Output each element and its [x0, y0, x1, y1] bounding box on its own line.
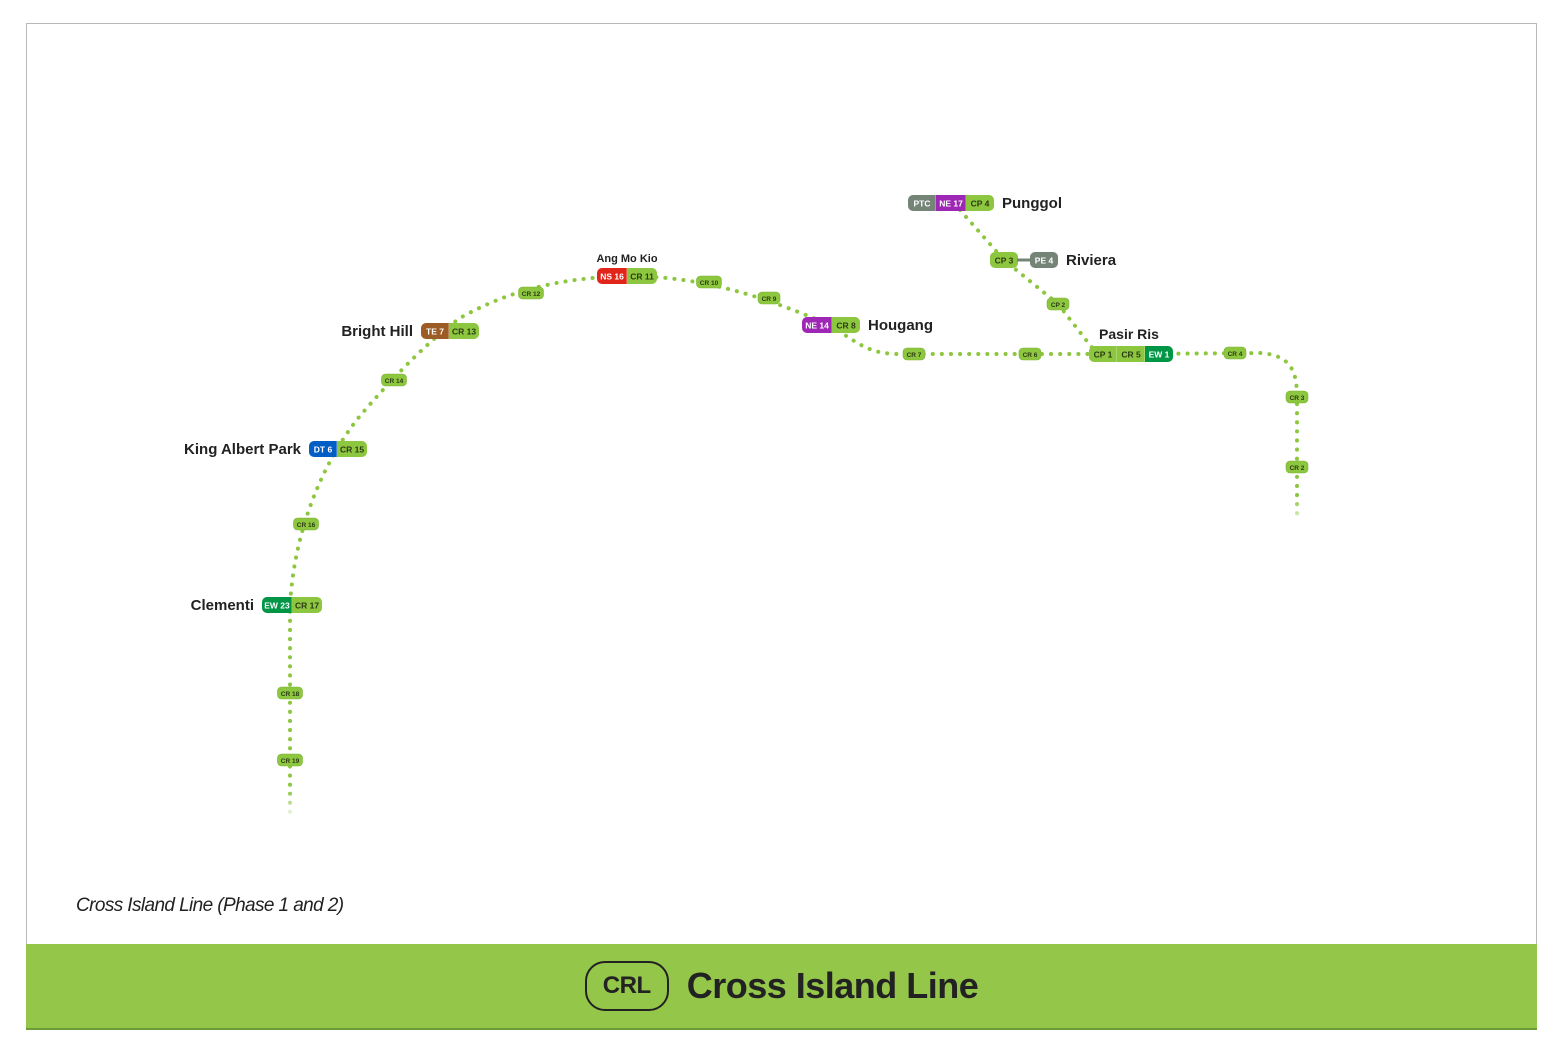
station-code: CR 15: [340, 445, 364, 455]
svg-text:CR 6: CR 6: [1023, 352, 1038, 359]
station-markers: CP 2 CR 12 CR 10 CR 9 CR 7 CR 6 CR 4 CR 3 CR 2 CR…: [277, 275, 1309, 767]
route-cp-branch: [958, 208, 1099, 356]
station-cr-18[interactable]: CR 18: [277, 686, 303, 700]
station-cr-14[interactable]: CR 14: [381, 373, 407, 387]
station-code: CR 5: [1121, 350, 1141, 360]
station-name: Hougang: [868, 317, 933, 334]
station-name: Pasir Ris: [1099, 326, 1159, 342]
station-code: TE 7: [426, 327, 444, 337]
station-cr-9[interactable]: CR 9: [757, 291, 781, 305]
station-cr-3[interactable]: CR 3: [1285, 390, 1309, 404]
station-name: Punggol: [1002, 195, 1062, 212]
station-code: EW 23: [264, 601, 290, 611]
interchange-markers: PTC NE 17 CP 4 Punggol CP 3 PE 4 Riviera NS 16 C…: [184, 195, 1173, 614]
svg-text:CR 18: CR 18: [281, 691, 300, 698]
station-name: Ang Mo Kio: [596, 253, 657, 265]
interchange-pasir-ris[interactable]: CP 1 CR 5 EW 1 Pasir Ris: [1089, 326, 1173, 362]
svg-text:CR 16: CR 16: [297, 522, 316, 529]
station-code: CP 1: [1094, 350, 1113, 360]
interchange-clementi[interactable]: EW 23 CR 17 Clementi: [191, 597, 322, 614]
interchange-bright-hill[interactable]: TE 7 CR 13 Bright Hill: [341, 323, 479, 340]
station-code: EW 1: [1149, 350, 1170, 360]
svg-text:CR 2: CR 2: [1290, 465, 1305, 472]
station-code: CP 3: [995, 256, 1014, 266]
station-cr-10[interactable]: CR 10: [696, 275, 722, 289]
line-footer: CRL Cross Island Line: [26, 944, 1537, 1030]
line-title: Cross Island Line: [686, 965, 979, 1006]
station-cr-7[interactable]: CR 7: [902, 347, 926, 361]
station-code: CR 8: [836, 321, 856, 331]
station-cr-19[interactable]: CR 19: [277, 753, 303, 767]
svg-text:CR 14: CR 14: [385, 378, 404, 385]
station-code: CR 17: [295, 601, 319, 611]
svg-text:CR 4: CR 4: [1228, 351, 1243, 358]
station-code: CR 11: [630, 272, 654, 282]
station-name: Bright Hill: [341, 323, 413, 340]
station-code: CP 4: [971, 199, 990, 209]
station-name: Clementi: [191, 597, 254, 614]
interchange-king-albert-park[interactable]: DT 6 CR 15 King Albert Park: [184, 441, 367, 458]
interchange-hougang[interactable]: NE 14 CR 8 Hougang: [802, 317, 933, 334]
interchange-punggol[interactable]: PTC NE 17 CP 4 Punggol: [908, 195, 1062, 212]
interchange-ang-mo-kio[interactable]: NS 16 CR 11 Ang Mo Kio: [596, 253, 658, 284]
svg-text:CR 10: CR 10: [700, 280, 719, 287]
station-code: DT 6: [314, 445, 333, 455]
route-lines: [285, 208, 1302, 818]
interchange-riviera[interactable]: CP 3 PE 4 Riviera: [990, 252, 1117, 269]
station-name: King Albert Park: [184, 441, 302, 458]
svg-text:CR 12: CR 12: [522, 291, 541, 298]
map-frame: [26, 23, 1537, 1030]
line-badge: CRL: [584, 961, 669, 1011]
station-code: CR 13: [452, 327, 476, 337]
station-code: NE 14: [805, 321, 829, 331]
station-code: NE 17: [939, 199, 963, 209]
station-code: NS 16: [600, 272, 624, 282]
station-code: PE 4: [1035, 256, 1054, 266]
station-code: PTC: [914, 199, 931, 209]
station-cr-4[interactable]: CR 4: [1223, 346, 1247, 360]
station-cp-2[interactable]: CP 2: [1046, 297, 1070, 311]
svg-text:CR 19: CR 19: [281, 758, 300, 765]
station-cr-6[interactable]: CR 6: [1018, 347, 1042, 361]
svg-text:CP 2: CP 2: [1051, 302, 1066, 309]
station-name: Riviera: [1066, 252, 1117, 269]
svg-text:CR 3: CR 3: [1290, 395, 1305, 402]
station-cr-16[interactable]: CR 16: [293, 517, 319, 531]
svg-text:CR 7: CR 7: [907, 352, 922, 359]
map-caption: Cross Island Line (Phase 1 and 2): [76, 895, 344, 916]
station-cr-12[interactable]: CR 12: [518, 286, 544, 300]
station-cr-2[interactable]: CR 2: [1285, 460, 1309, 474]
svg-text:CR 9: CR 9: [762, 296, 777, 303]
